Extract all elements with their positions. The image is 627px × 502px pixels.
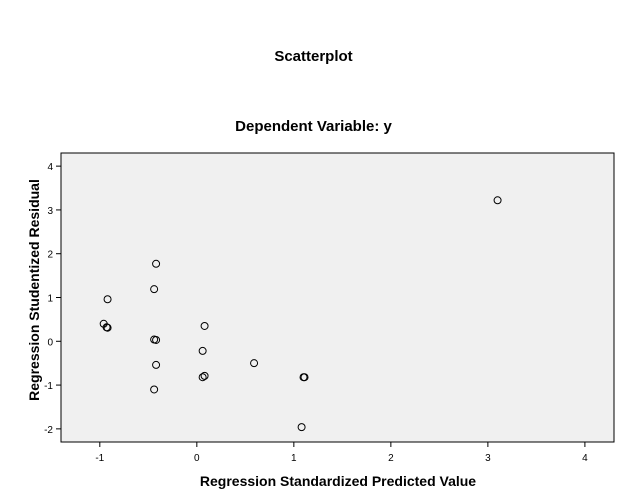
y-tick-label: 0 [47,337,53,348]
data-point [198,373,207,382]
y-tick-label: 1 [47,294,53,305]
data-point [200,371,209,380]
data-point [103,295,112,304]
data-point [250,359,259,368]
y-tick-label: -2 [44,425,53,436]
x-tick-label: 0 [194,453,200,464]
x-axis: -1 0 1 2 3 4 [95,442,588,464]
data-points [99,196,502,432]
data-point [103,323,112,332]
y-tick-label: 3 [47,206,53,217]
x-tick-label: 4 [582,453,588,464]
x-tick-label: 1 [291,453,297,464]
data-point [152,335,161,344]
data-point [152,360,161,369]
data-point [493,196,502,205]
x-tick-label: 3 [485,453,491,464]
y-tick-label: 4 [47,162,53,173]
x-tick-label: 2 [388,453,394,464]
data-point [198,346,207,355]
y-axis: -2 -1 0 1 2 3 4 [44,162,61,436]
y-tick-label: 2 [47,250,53,261]
chart-title: Scatterplot [274,48,353,65]
y-tick-label: -1 [44,381,53,392]
plot-area [60,152,615,443]
x-tick-label: -1 [95,453,104,464]
data-point [300,373,309,382]
y-axis-label: Regression Studentized Residual [26,179,42,401]
x-axis-label: Regression Standardized Predicted Value [200,473,476,489]
chart-subtitle: Dependent Variable: y [235,118,392,135]
data-point [150,285,159,294]
data-point [152,259,161,268]
data-point [150,385,159,394]
data-point [200,321,209,330]
data-point [297,423,306,432]
